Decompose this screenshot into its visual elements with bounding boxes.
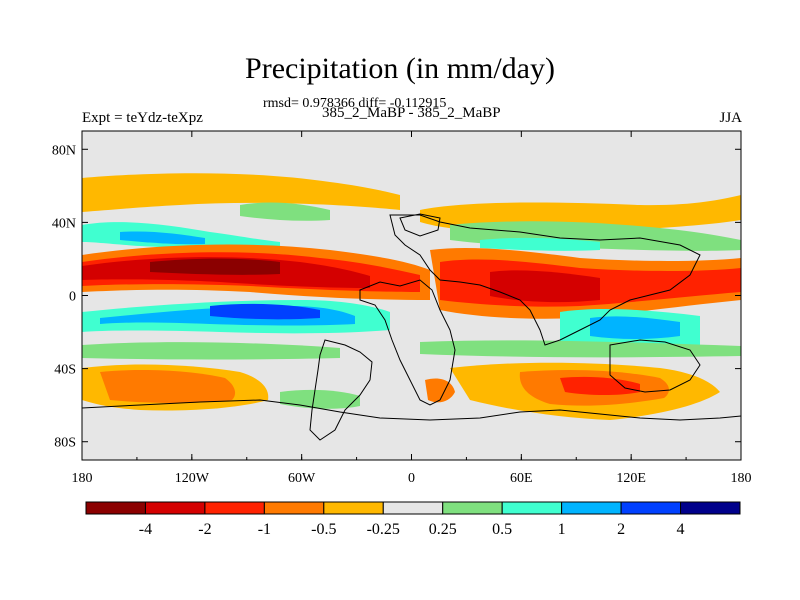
x-tick-label: 120E bbox=[616, 471, 646, 486]
coastline-greenland bbox=[399, 213, 441, 237]
season-label: JJA bbox=[719, 110, 742, 126]
colorbar-swatch bbox=[85, 501, 146, 515]
x-tick-label: 60W bbox=[288, 471, 316, 486]
experiment-label: Expt = teYdz-teXpz bbox=[82, 110, 203, 126]
coastline-africa bbox=[359, 279, 456, 406]
colorbar-label: -1 bbox=[258, 521, 271, 538]
s-pac-red bbox=[100, 370, 236, 403]
colorbar-swatch bbox=[382, 501, 444, 515]
s-green bbox=[82, 342, 340, 360]
itcz-core bbox=[150, 258, 280, 275]
colorbar-label: 0.25 bbox=[429, 521, 457, 538]
coastline-eurasia bbox=[389, 214, 701, 346]
x-tick-label: 180 bbox=[72, 471, 93, 486]
band-midlat-blue bbox=[120, 231, 205, 245]
colorbar-label: 2 bbox=[617, 521, 625, 538]
colorbar-label: 1 bbox=[558, 521, 566, 538]
x-axis: 180 120W 60W 0 60E 120E 180 bbox=[72, 131, 752, 486]
colorbar-label: 0.5 bbox=[492, 521, 512, 538]
x-tick-label: 0 bbox=[408, 471, 415, 486]
band-midlat-green bbox=[240, 202, 330, 221]
y-tick-label: 40N bbox=[52, 216, 76, 231]
stats-text: rmsd= 0.978366 diff= -0.112915 bbox=[263, 96, 447, 111]
colorbar-label: -0.5 bbox=[311, 521, 336, 538]
colorbar-label: -2 bbox=[198, 521, 211, 538]
y-tick-label: 0 bbox=[69, 290, 76, 305]
colorbar-swatch bbox=[620, 501, 682, 515]
colorbar-label: -0.25 bbox=[367, 521, 400, 538]
y-tick-label: 80N bbox=[52, 143, 76, 158]
band-ne-cyan bbox=[480, 237, 600, 251]
colorbar-swatch bbox=[323, 501, 384, 515]
y-tick-label: 40S bbox=[54, 363, 76, 378]
s-green2 bbox=[420, 340, 741, 358]
colorbar-swatch bbox=[501, 501, 563, 515]
x-tick-label: 60E bbox=[510, 471, 533, 486]
epac-blue bbox=[210, 303, 320, 320]
coastline-south-america bbox=[309, 339, 373, 441]
case-pair-label: 385_2_MaBP - 385_2_MaBP bbox=[322, 105, 501, 121]
colorbar-swatch bbox=[561, 501, 622, 515]
chart-title: Precipitation (in mm/day) bbox=[245, 52, 555, 85]
s-pac-green bbox=[280, 389, 360, 409]
x-tick-label: 180 bbox=[731, 471, 752, 486]
x-tick-label: 120W bbox=[175, 471, 210, 486]
band-n-orange bbox=[82, 173, 400, 212]
y-tick-label: 80S bbox=[54, 436, 76, 451]
colorbar-label: 4 bbox=[677, 521, 685, 538]
colorbar-swatch bbox=[680, 501, 741, 515]
coastlines bbox=[82, 213, 741, 441]
coastline-antarctica bbox=[82, 399, 741, 421]
coastline-australia bbox=[609, 339, 701, 393]
y-axis: 80N 40N 0 40S 80S bbox=[52, 143, 741, 451]
colorbar-swatch bbox=[144, 501, 206, 515]
colorbar-swatch bbox=[442, 501, 503, 515]
colorbar-label: -4 bbox=[139, 521, 152, 538]
anomaly-field bbox=[82, 173, 741, 420]
colorbar-swatch bbox=[204, 501, 265, 515]
colorbar-swatch bbox=[263, 501, 325, 515]
io-blue bbox=[590, 316, 680, 339]
colorbar: -4 -2 -1 -0.5 -0.25 0.25 0.5 1 2 4 bbox=[85, 501, 741, 538]
asia-darkred bbox=[490, 270, 600, 303]
s-io-red2 bbox=[560, 376, 640, 395]
